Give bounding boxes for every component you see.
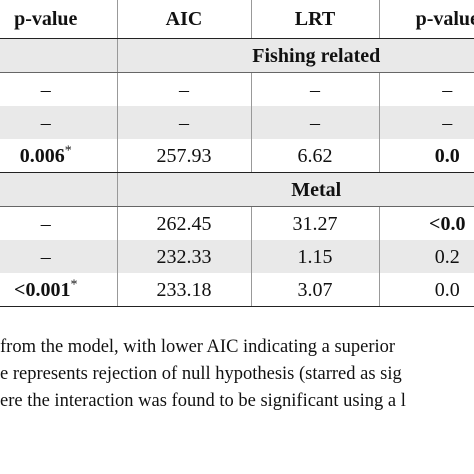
cell-lrt: 31.27 xyxy=(250,206,379,240)
table-row: – 232.33 1.15 0.2 xyxy=(0,240,474,273)
cell-p1: 0.006* xyxy=(0,139,117,173)
cell-p2: 0.2 xyxy=(378,240,474,273)
cell-p1: – xyxy=(0,73,117,107)
cell-lrt: 3.07 xyxy=(250,273,379,307)
cell-lrt: 1.15 xyxy=(250,240,379,273)
cell-p1-value: – xyxy=(40,111,51,134)
cell-p2: <0.0 xyxy=(378,206,474,240)
table-row: 0.006* 257.93 6.62 0.0 xyxy=(0,139,474,173)
header-p-value: p-value xyxy=(0,0,117,39)
table-header-row: p-value AIC LRT p-value xyxy=(0,0,474,39)
cell-aic: 232.33 xyxy=(116,240,251,273)
cell-p1: – xyxy=(0,240,117,273)
cell-p1: – xyxy=(0,207,117,241)
cell-aic: – xyxy=(116,106,251,139)
footnote-line: ere the interaction was found to be sign… xyxy=(0,391,406,411)
header-p-value-2: p-value xyxy=(378,0,474,39)
cell-p1-value: – xyxy=(40,212,51,235)
footnote-line: e represents rejection of null hypothesi… xyxy=(0,364,402,384)
table-row: – – – – xyxy=(0,72,474,107)
cell-aic: 233.18 xyxy=(116,273,251,307)
cell-lrt: – xyxy=(250,106,379,139)
significance-star: * xyxy=(64,142,72,158)
header-aic: AIC xyxy=(116,0,251,39)
cell-lrt: – xyxy=(250,72,379,106)
cell-p1: <0.001* xyxy=(0,273,117,307)
cell-aic: 257.93 xyxy=(116,139,251,173)
section-title: Fishing related xyxy=(116,38,474,73)
cell-p1-value: 0.006 xyxy=(19,144,65,167)
section-header-row: Metal xyxy=(0,172,474,207)
cell-p1-value: <0.001 xyxy=(14,278,71,301)
cell-lrt: 6.62 xyxy=(250,139,379,173)
table-footnotes: from the model, with lower AIC indicatin… xyxy=(0,334,474,415)
cell-aic: – xyxy=(116,72,251,106)
cell-aic: 262.45 xyxy=(116,206,251,240)
statistics-table: p-value AIC LRT p-value Fishing related … xyxy=(0,0,474,307)
cell-p2: – xyxy=(378,72,474,106)
table-row: <0.001* 233.18 3.07 0.0 xyxy=(0,273,474,307)
cell-p1: – xyxy=(0,106,117,139)
table-row: – – – – xyxy=(0,106,474,139)
table-row: – 262.45 31.27 <0.0 xyxy=(0,206,474,241)
cell-p2: 0.0 xyxy=(378,273,474,307)
cell-p1-value: – xyxy=(40,78,51,101)
section-spacer-cell xyxy=(0,172,117,207)
significance-star: * xyxy=(70,276,78,292)
section-spacer-cell xyxy=(0,38,117,73)
cell-p2: 0.0 xyxy=(378,139,474,173)
section-header-row: Fishing related xyxy=(0,38,474,73)
cell-p2: – xyxy=(378,106,474,139)
header-lrt: LRT xyxy=(250,0,379,39)
footnote-line: from the model, with lower AIC indicatin… xyxy=(0,337,396,357)
cell-p1-value: – xyxy=(40,245,51,268)
section-title: Metal xyxy=(116,172,474,207)
